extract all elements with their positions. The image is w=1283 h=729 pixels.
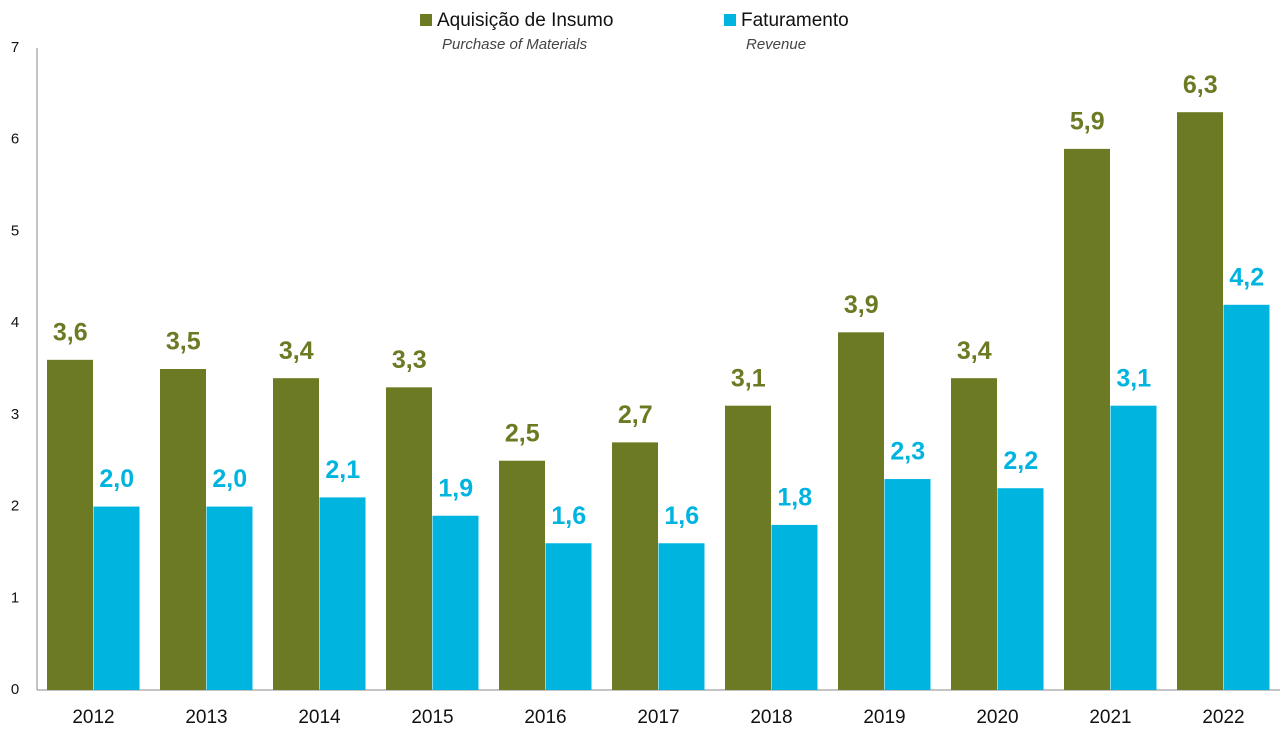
bar	[386, 387, 432, 690]
y-tick-label: 0	[11, 681, 19, 698]
value-label: 3,6	[53, 318, 88, 346]
value-label: 3,4	[279, 337, 314, 365]
bar	[1177, 112, 1223, 690]
legend-label: Faturamento	[741, 10, 849, 31]
legend-subtitle: Purchase of Materials	[442, 36, 588, 53]
bar	[93, 506, 140, 690]
value-label: 1,9	[438, 474, 473, 502]
legend-swatch	[420, 14, 432, 26]
y-tick-label: 5	[11, 222, 19, 239]
value-label: 1,6	[551, 502, 586, 530]
value-label: 1,8	[777, 484, 812, 512]
bar	[432, 515, 479, 690]
x-tick-label: 2021	[1089, 707, 1131, 728]
x-tick-label: 2018	[750, 707, 792, 728]
bar	[725, 405, 771, 690]
bar	[273, 378, 319, 690]
value-label: 2,0	[99, 465, 134, 493]
x-tick-label: 2020	[976, 707, 1018, 728]
y-tick-label: 7	[11, 39, 19, 56]
legend-swatch	[724, 14, 736, 26]
x-tick-label: 2013	[185, 707, 227, 728]
y-tick-label: 1	[11, 589, 19, 606]
x-tick-label: 2019	[863, 707, 905, 728]
bar	[771, 524, 818, 690]
bar	[47, 359, 93, 690]
value-label: 2,5	[505, 419, 540, 447]
value-label: 3,1	[1116, 364, 1151, 392]
value-label: 2,1	[325, 456, 360, 484]
bar	[997, 488, 1044, 690]
bar	[160, 369, 206, 690]
value-label: 3,4	[957, 337, 992, 365]
bar	[1064, 148, 1110, 690]
bar	[838, 332, 884, 690]
y-tick-label: 4	[11, 314, 19, 331]
bar	[206, 506, 253, 690]
bar	[951, 378, 997, 690]
bar	[545, 543, 592, 690]
legend-subtitle: Revenue	[746, 36, 806, 53]
x-tick-label: 2017	[637, 707, 679, 728]
value-label: 4,2	[1229, 263, 1264, 291]
x-tick-label: 2012	[72, 707, 114, 728]
bar	[612, 442, 658, 690]
value-label: 3,1	[731, 364, 766, 392]
bar	[499, 460, 545, 690]
x-tick-label: 2014	[298, 707, 341, 728]
bar	[658, 543, 705, 690]
value-label: 3,5	[166, 328, 201, 356]
value-label: 3,3	[392, 346, 427, 374]
bar	[319, 497, 366, 690]
bar	[1223, 304, 1270, 690]
value-label: 2,2	[1003, 447, 1038, 475]
value-label: 5,9	[1070, 107, 1105, 135]
value-label: 2,7	[618, 401, 653, 429]
bar	[1110, 405, 1157, 690]
legend-label: Aquisição de Insumo	[437, 10, 613, 31]
x-tick-label: 2015	[411, 707, 453, 728]
y-tick-label: 3	[11, 406, 19, 423]
value-label: 2,0	[212, 465, 247, 493]
x-tick-label: 2022	[1202, 707, 1244, 728]
value-label: 2,3	[890, 438, 925, 466]
bar	[884, 479, 931, 690]
x-tick-label: 2016	[524, 707, 566, 728]
value-label: 1,6	[664, 502, 699, 530]
value-label: 3,9	[844, 291, 879, 319]
value-label: 6,3	[1183, 71, 1218, 99]
y-tick-label: 6	[11, 131, 19, 148]
y-tick-label: 2	[11, 498, 19, 515]
